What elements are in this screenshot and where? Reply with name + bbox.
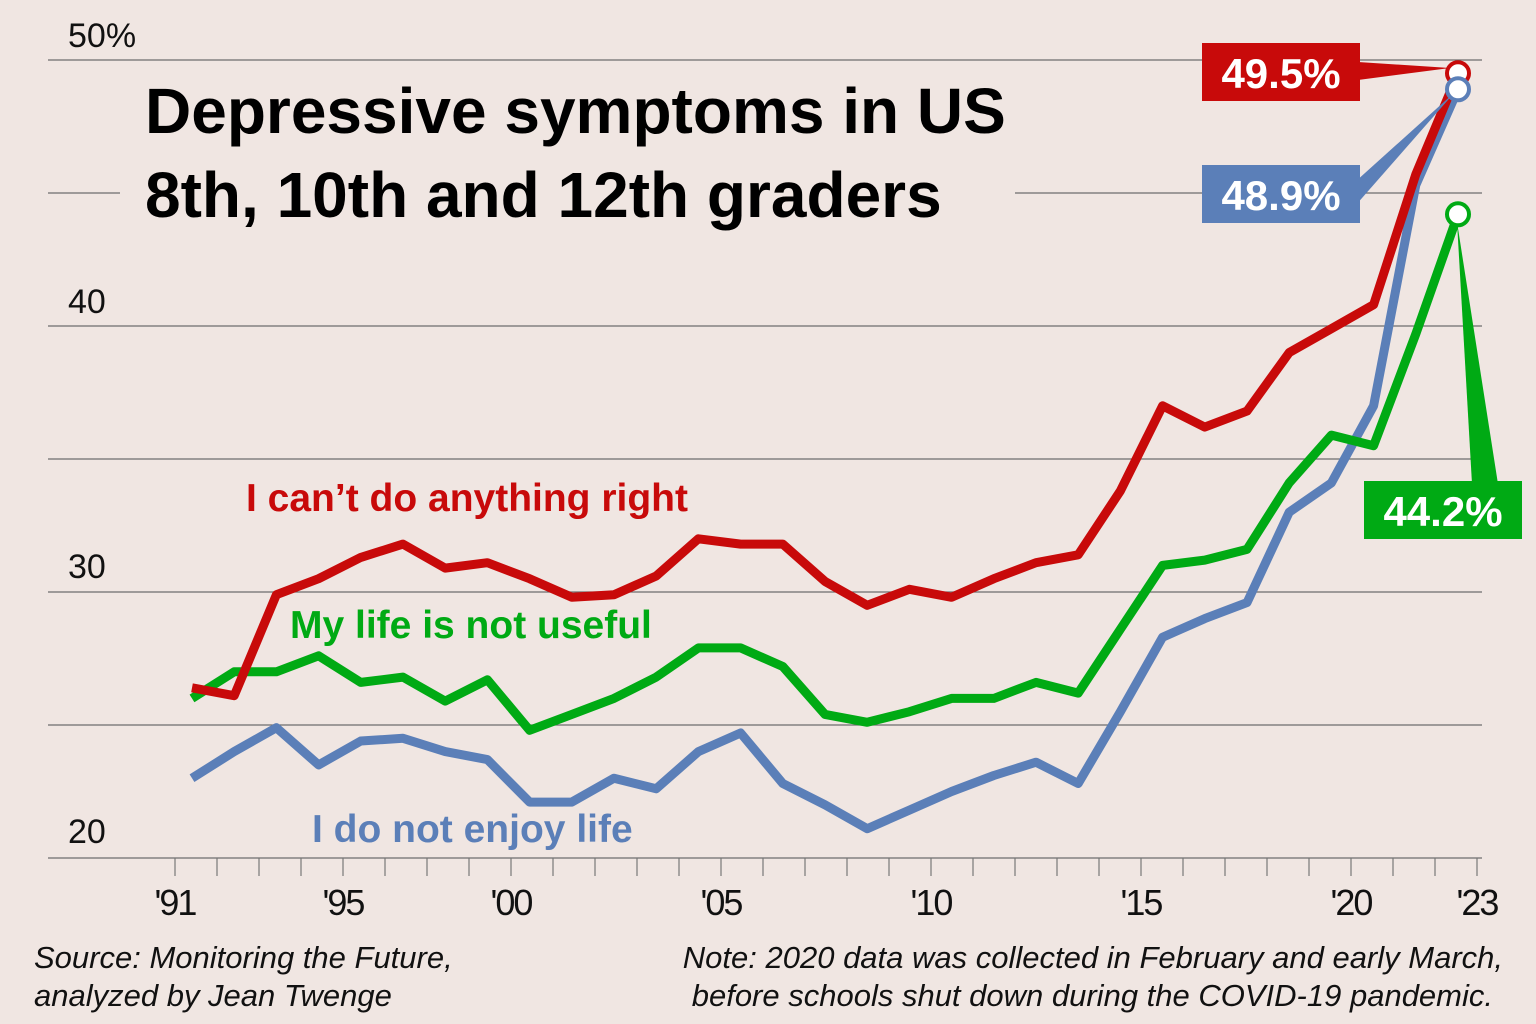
title-line-2: 8th, 10th and 12th graders (145, 159, 942, 231)
end-point-marker (1445, 76, 1471, 103)
callout-box-red (1202, 43, 1360, 101)
chart-title: Depressive symptoms in US 8th, 10th and … (120, 75, 1015, 231)
end-markers (1445, 60, 1471, 228)
x-tick-label: '00 (491, 882, 533, 923)
series-lines (189, 71, 1463, 834)
x-tick-label: '91 (155, 882, 197, 923)
y-tick-label: 50% (68, 17, 136, 55)
title-line-1: Depressive symptoms in US (145, 75, 1006, 147)
callout-value-blue: 48.9% (1221, 172, 1340, 219)
series-line-0 (191, 71, 1463, 701)
callout-pointer-blue (1355, 92, 1455, 206)
x-axis: '91 '95 '00 '05 '10 '15 '20 '23 (155, 858, 1500, 923)
x-tick-label: '05 (701, 882, 743, 923)
series-label-not-enjoy-life: I do not enjoy life (312, 808, 633, 851)
callout-value-red: 49.5% (1221, 50, 1340, 97)
source-line-2: analyzed by Jean Twenge (34, 978, 392, 1013)
note-line-1: Note: 2020 data was collected in Februar… (683, 940, 1503, 975)
x-tick-label: '15 (1121, 882, 1163, 923)
x-tick-label: '23 (1457, 882, 1499, 923)
series-line-1 (189, 212, 1463, 735)
y-tick-label: 40 (68, 283, 106, 321)
note-line-2: before schools shut down during the COVI… (692, 978, 1493, 1013)
y-tick-label: 20 (68, 813, 106, 851)
series-line-2 (189, 87, 1463, 834)
callout-pointer-green (1457, 222, 1498, 484)
callout-pointer-red (1358, 62, 1450, 80)
x-tick-label: '95 (323, 882, 365, 923)
callout-box-green (1364, 481, 1522, 539)
y-tick-label: 30 (68, 548, 106, 586)
x-tick-label: '20 (1331, 882, 1373, 923)
series-label-cant-do-anything-right: I can’t do anything right (246, 477, 688, 520)
end-point-marker (1445, 201, 1471, 228)
callout-value-green: 44.2% (1383, 488, 1502, 535)
x-tick-label: '10 (911, 882, 953, 923)
end-callouts: 49.5% 48.9% 44.2% (1202, 43, 1522, 539)
callout-box-blue (1202, 165, 1360, 223)
series-label-life-not-useful: My life is not useful (290, 604, 652, 647)
title-backdrop (120, 150, 1015, 230)
source-line-1: Source: Monitoring the Future, (34, 940, 453, 975)
